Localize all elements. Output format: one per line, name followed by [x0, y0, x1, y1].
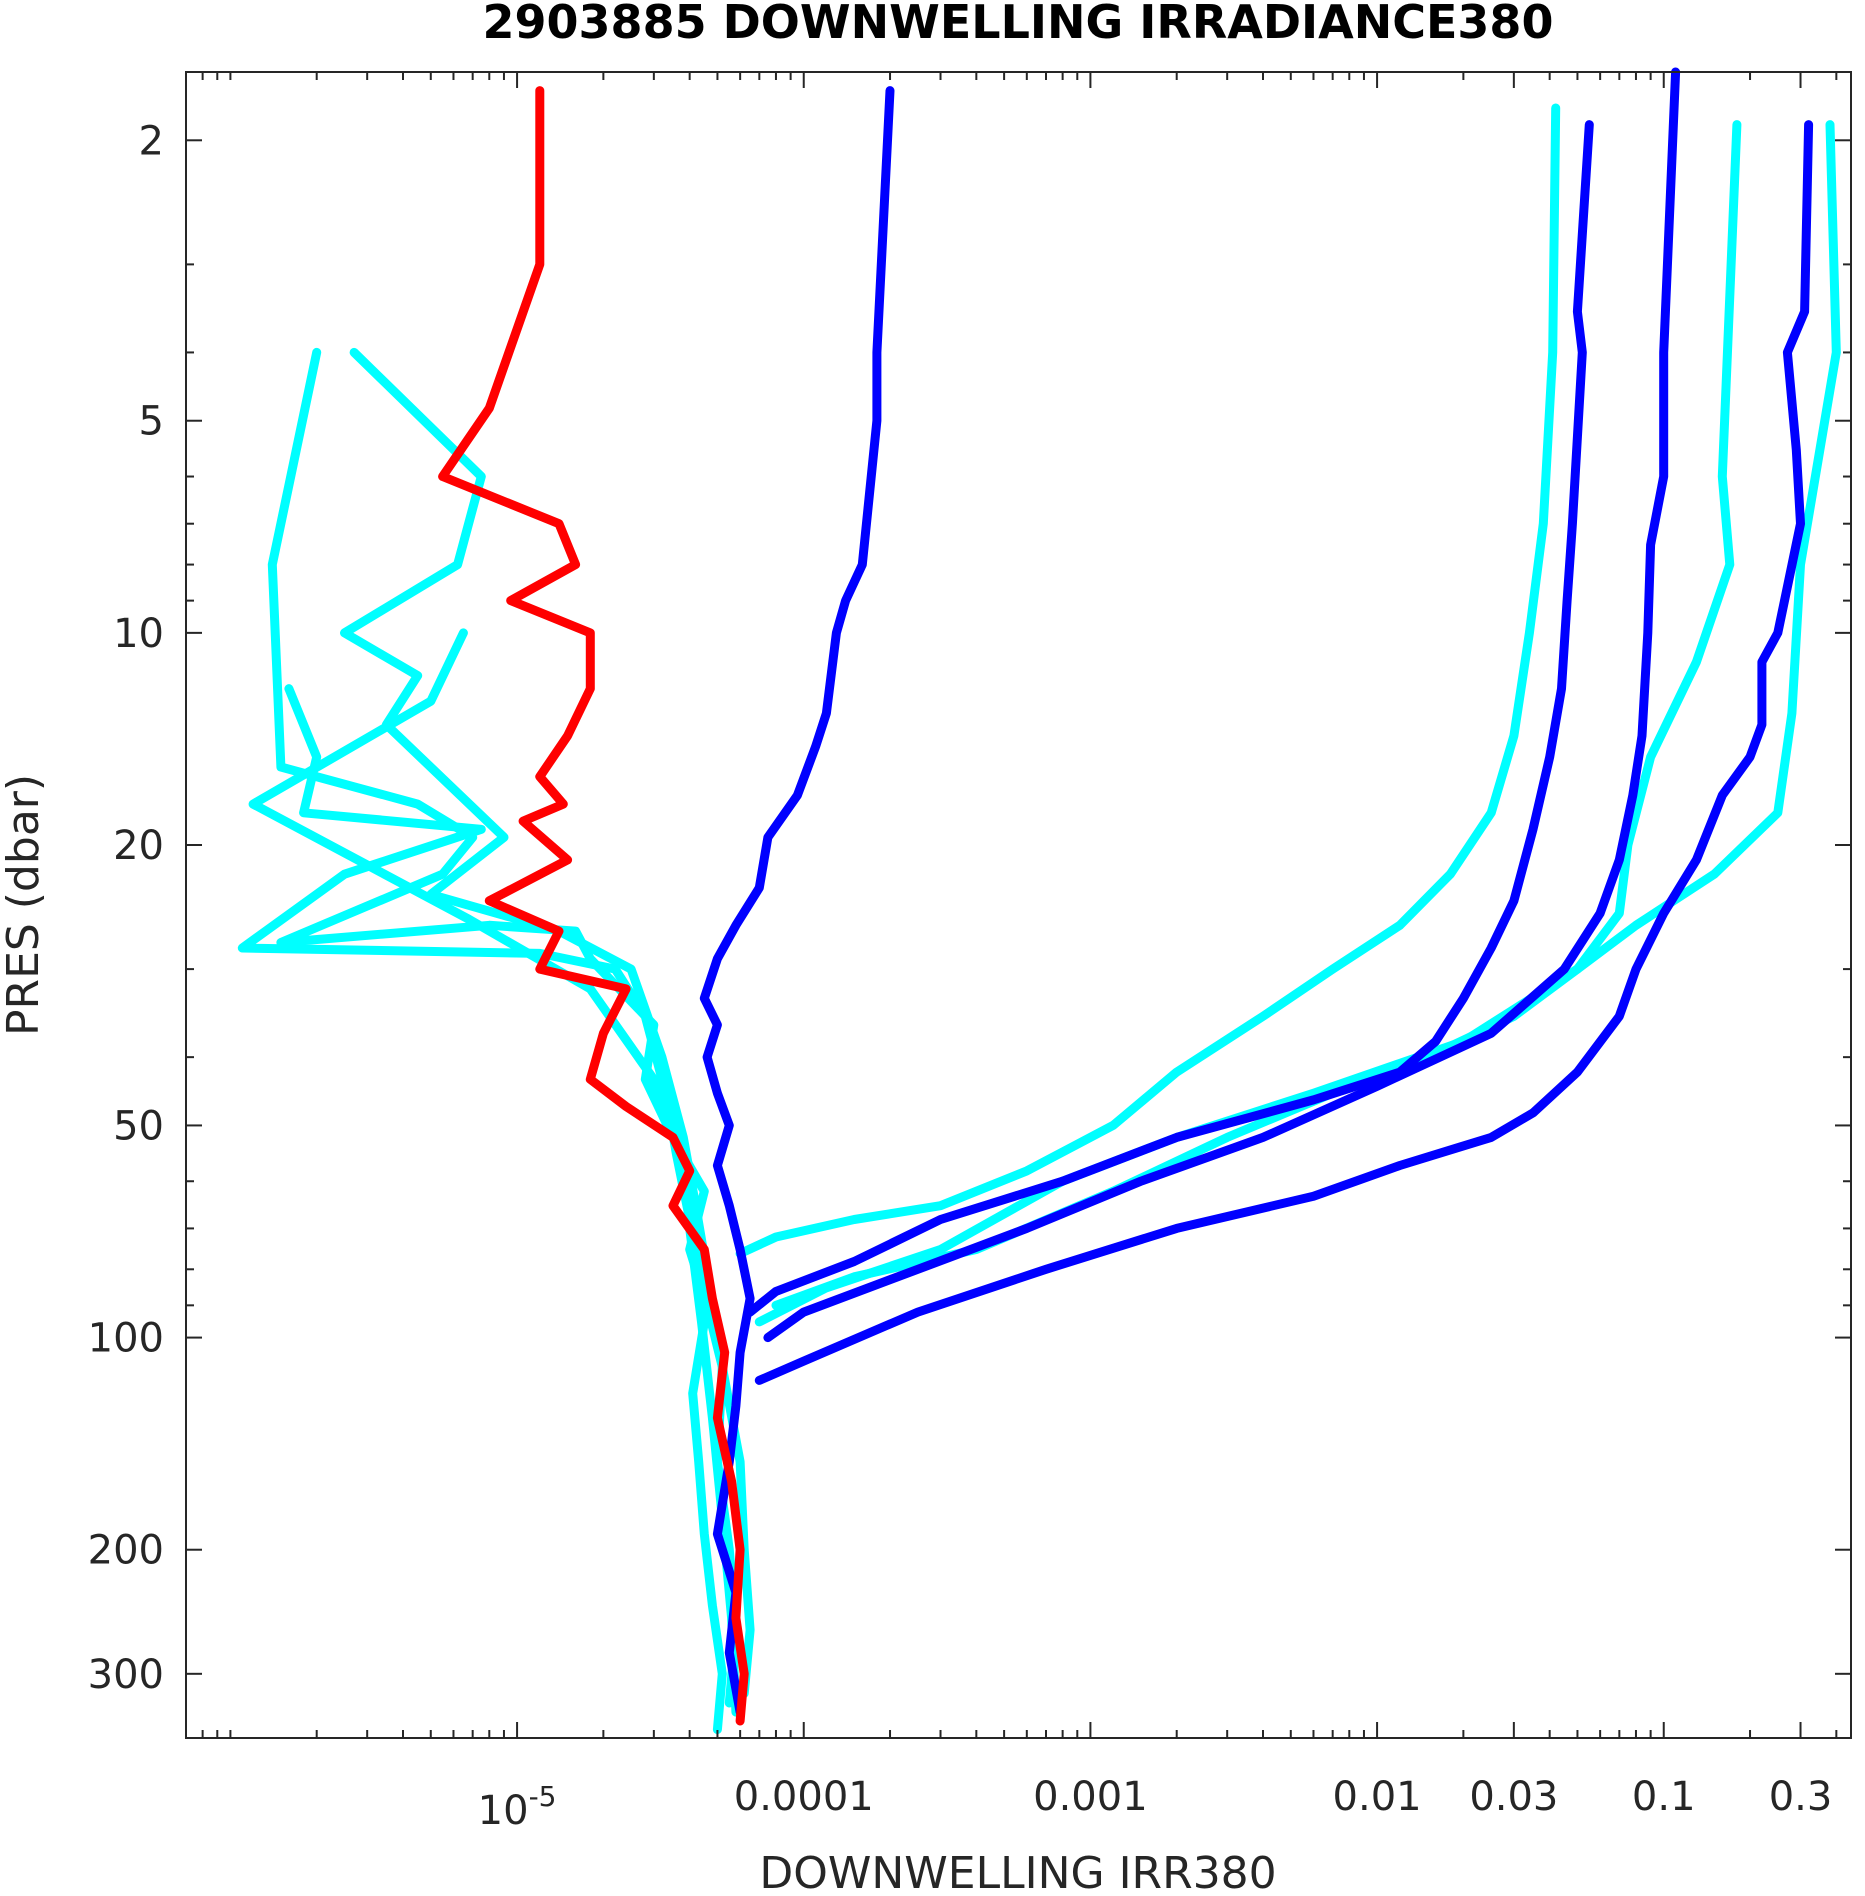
- x-axis-label: DOWNWELLING IRR380: [759, 1848, 1276, 1896]
- y-tick-label: 20: [113, 823, 164, 869]
- y-tick-labels: 2 5 10 20 50 100 200 300: [88, 118, 164, 1698]
- plot-frame: [185, 71, 1852, 1739]
- series-line-8: [745, 120, 1594, 1317]
- y-tick-label: 2: [139, 118, 164, 164]
- x-tick-label: 0.3: [1769, 1774, 1833, 1820]
- y-tick-label: 5: [139, 399, 164, 445]
- y-tick-label: 50: [113, 1103, 164, 1149]
- series-line-6: [754, 120, 1841, 1327]
- x-tick-label: 0.01: [1333, 1774, 1422, 1820]
- chart-title: 2903885 DOWNWELLING IRRADIANCE380: [483, 0, 1554, 49]
- series-line-10: [754, 120, 1814, 1385]
- y-tick-label: 10: [113, 611, 164, 657]
- x-tick-label: 0.03: [1469, 1774, 1558, 1820]
- series-line-2: [248, 628, 741, 1717]
- series-line-7: [699, 86, 895, 1717]
- series-line-4: [735, 103, 1561, 1259]
- series-line-0: [267, 347, 727, 1735]
- y-tick-label: 300: [88, 1652, 164, 1698]
- series-line-9: [763, 67, 1681, 1343]
- x-tick-label: 10-5: [478, 1780, 557, 1834]
- x-tick-labels: 10-5 0.0001 0.001 0.01 0.03 0.1 0.3: [478, 1774, 1833, 1834]
- series-line-11: [438, 86, 749, 1726]
- y-tick-label: 200: [88, 1528, 164, 1574]
- series-layer: [237, 67, 1841, 1735]
- x-tick-label: 0.1: [1632, 1774, 1696, 1820]
- series-line-5: [771, 120, 1742, 1310]
- series-line-3: [237, 684, 755, 1699]
- ticks-layer: [185, 72, 1851, 1738]
- series-line-1: [340, 347, 741, 1708]
- y-axis-label: PRES (dbar): [0, 774, 49, 1036]
- y-tick-label: 100: [88, 1316, 164, 1362]
- x-tick-label: 0.001: [1033, 1774, 1148, 1820]
- x-tick-label: 0.0001: [734, 1774, 874, 1820]
